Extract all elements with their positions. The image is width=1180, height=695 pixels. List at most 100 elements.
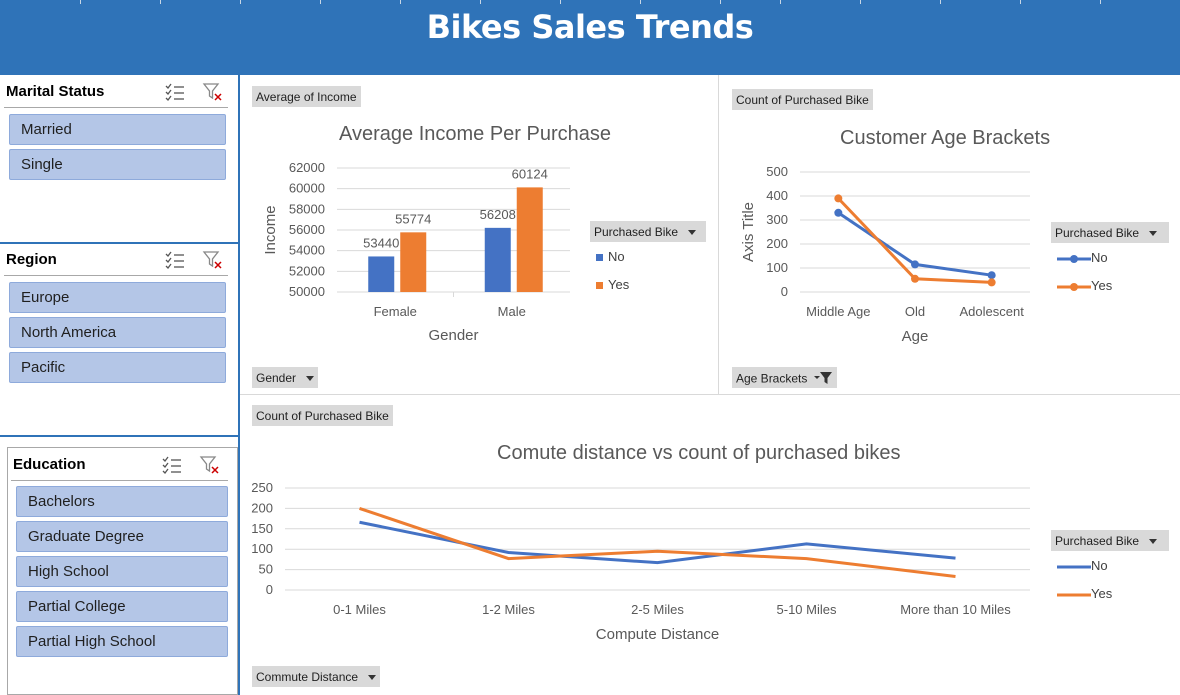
y-tick-label: 60000 bbox=[289, 181, 325, 196]
bar-yes bbox=[516, 187, 543, 292]
legend-field-label: Purchased Bike bbox=[1055, 226, 1140, 240]
slicer-item-partial-high-school[interactable]: Partial High School bbox=[16, 626, 228, 657]
slicer-education: Education Bachelors Graduate Degree High… bbox=[7, 447, 238, 695]
x-tick-label: Middle Age bbox=[806, 304, 870, 319]
slicer-item-north-america[interactable]: North America bbox=[9, 317, 226, 348]
legend-swatch bbox=[596, 254, 603, 262]
axis-field-button[interactable]: Commute Distance bbox=[252, 666, 381, 687]
value-field-button[interactable]: Count of Purchased Bike bbox=[732, 89, 873, 110]
axis-field-label: Commute Distance bbox=[256, 670, 359, 684]
data-point bbox=[987, 278, 996, 287]
x-axis-title: Gender bbox=[428, 327, 478, 344]
slicer-header: Marital Status bbox=[4, 81, 228, 108]
chevron-down-icon bbox=[1149, 231, 1158, 237]
y-tick-label: 200 bbox=[251, 500, 273, 515]
axis-field-button[interactable]: Gender bbox=[252, 367, 319, 388]
slicer-item-single[interactable]: Single bbox=[9, 149, 226, 180]
slicer-item-europe[interactable]: Europe bbox=[9, 282, 226, 313]
legend-label: Yes bbox=[608, 277, 630, 292]
legend-label: No bbox=[1091, 558, 1108, 573]
chart-title: Average Income Per Purchase bbox=[339, 123, 612, 145]
x-tick-label: Male bbox=[498, 304, 526, 319]
x-tick-label: 2-5 Miles bbox=[631, 602, 684, 617]
slicer-separator bbox=[0, 242, 238, 244]
x-tick-label: Adolescent bbox=[960, 304, 1025, 319]
slicer-item-bachelors[interactable]: Bachelors bbox=[16, 486, 228, 517]
data-point bbox=[834, 208, 843, 217]
legend-label: No bbox=[1091, 250, 1108, 265]
legend-swatch bbox=[1057, 593, 1091, 597]
clear-filter-icon[interactable] bbox=[202, 81, 224, 103]
y-tick-label: 54000 bbox=[289, 243, 325, 258]
panel-divider bbox=[718, 75, 719, 395]
chart-title: Comute distance vs count of purchased bi… bbox=[497, 442, 901, 464]
clear-filter-icon[interactable] bbox=[202, 249, 224, 271]
legend-field-button[interactable]: Purchased Bike bbox=[1051, 530, 1169, 551]
multi-select-icon[interactable] bbox=[164, 249, 186, 271]
bar-no bbox=[484, 227, 511, 292]
x-tick-label: 5-10 Miles bbox=[777, 602, 837, 617]
y-tick-label: 0 bbox=[266, 582, 273, 597]
multi-select-icon[interactable] bbox=[164, 81, 186, 103]
slicer-item-partial-college[interactable]: Partial College bbox=[16, 591, 228, 622]
x-tick-label: 0-1 Miles bbox=[333, 602, 386, 617]
legend-swatch bbox=[1057, 565, 1091, 569]
y-tick-label: 58000 bbox=[289, 201, 325, 216]
slicer-item-graduate-degree[interactable]: Graduate Degree bbox=[16, 521, 228, 552]
legend-swatch bbox=[596, 282, 603, 290]
income-bar-chart: 50000 52000 54000 56000 58000 60000 62000 Femal… bbox=[262, 160, 570, 344]
bar-no bbox=[368, 256, 395, 292]
slicer-separator bbox=[0, 435, 238, 437]
legend-swatch bbox=[1057, 282, 1091, 291]
slicer-item-pacific[interactable]: Pacific bbox=[9, 352, 226, 383]
slicer-item-married[interactable]: Married bbox=[9, 114, 226, 145]
slicer-header: Education bbox=[11, 454, 228, 481]
x-tick-label: More than 10 Miles bbox=[900, 602, 1011, 617]
series-line-yes bbox=[359, 506, 956, 579]
y-axis-title: Income bbox=[262, 205, 279, 254]
legend-item-no: No bbox=[1057, 250, 1108, 265]
dashboard-title: Bikes Sales Trends bbox=[426, 8, 754, 46]
slicer-item-high-school[interactable]: High School bbox=[16, 556, 228, 587]
data-label: 53440 bbox=[363, 235, 399, 250]
clear-filter-icon[interactable] bbox=[199, 454, 221, 476]
legend-field-label: Purchased Bike bbox=[594, 225, 679, 239]
axis-field-label: Gender bbox=[256, 371, 297, 385]
data-point bbox=[987, 271, 996, 280]
legend-label: Yes bbox=[1091, 278, 1113, 293]
y-tick-label: 56000 bbox=[289, 222, 325, 237]
value-field-button[interactable]: Count of Purchased Bike bbox=[252, 405, 393, 426]
chart-title: Customer Age Brackets bbox=[840, 127, 1051, 149]
x-tick-label: Female bbox=[374, 304, 417, 319]
y-tick-label: 400 bbox=[766, 188, 788, 203]
x-tick-label: Old bbox=[905, 304, 925, 319]
slicer-header: Region bbox=[4, 249, 228, 276]
y-tick-label: 300 bbox=[766, 212, 788, 227]
data-label: 56208 bbox=[480, 207, 516, 222]
slicer-title: Marital Status bbox=[6, 83, 105, 100]
y-tick-label: 62000 bbox=[289, 160, 325, 175]
chevron-down-icon bbox=[306, 376, 315, 382]
axis-field-button[interactable]: Age Brackets bbox=[732, 367, 838, 388]
slicer-marital-status: Marital Status Married Single bbox=[0, 75, 238, 243]
x-tick-label: 1-2 Miles bbox=[482, 602, 535, 617]
y-tick-label: 500 bbox=[766, 164, 788, 179]
multi-select-icon[interactable] bbox=[161, 454, 183, 476]
commute-line-chart: 0 50 100 150 200 250 0-1 Miles 1-2 Miles 2-5 Mil… bbox=[251, 480, 1030, 643]
legend-swatch bbox=[1057, 254, 1091, 263]
axis-field-label: Age Brackets bbox=[736, 371, 808, 386]
chevron-down-icon bbox=[1149, 539, 1158, 545]
legend-field-button[interactable]: Purchased Bike bbox=[1051, 222, 1169, 243]
slicer-region: Region Europe North America Pacific bbox=[0, 244, 238, 436]
chevron-down-icon bbox=[688, 230, 697, 236]
value-field-button[interactable]: Average of Income bbox=[252, 86, 361, 107]
slicer-panel-edge bbox=[238, 75, 240, 695]
legend-field-button[interactable]: Purchased Bike bbox=[590, 221, 706, 242]
panel-divider bbox=[239, 394, 1180, 395]
filter-icon bbox=[813, 371, 833, 388]
data-label: 55774 bbox=[395, 211, 431, 226]
legend-item-no: No bbox=[596, 249, 625, 264]
series-line-yes bbox=[837, 197, 992, 284]
bar-yes bbox=[400, 232, 427, 292]
data-point bbox=[834, 194, 843, 203]
